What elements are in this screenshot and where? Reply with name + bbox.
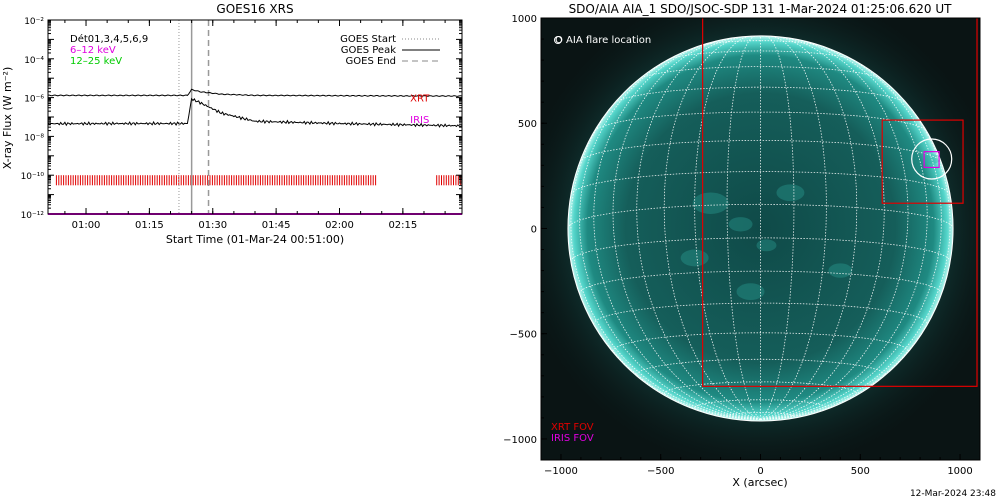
flare-legend-text: O AIA flare location [555, 35, 651, 46]
flare-location-marker [911, 138, 953, 180]
legend-left-entry: 6–12 keV [70, 45, 116, 56]
fov-label: IRIS FOV [551, 433, 594, 444]
series-line-0 [48, 88, 463, 97]
legend-right-entry: GOES End [346, 56, 396, 67]
longitude-line [760, 38, 909, 420]
y-tick-label: 0 [531, 224, 537, 235]
x-tick-label: 01:15 [135, 220, 164, 231]
legend-left-entry: Dét01,3,4,5,6,9 [70, 33, 148, 45]
latitude-line [667, 50, 854, 61]
latitude-line [637, 66, 884, 81]
fov-box-0 [702, 18, 978, 387]
y-tick-label: 10⁻⁶ [24, 95, 44, 105]
y-tick-label: 500 [518, 119, 537, 130]
latitude-line [698, 40, 823, 47]
goes-xrs-chart: GOES16 XRS XRT IRIS 10⁻¹² 10⁻¹⁰ 10⁻⁸ 10⁻⁶ 10⁻… [1, 2, 463, 246]
left-chart-xlabel: Start Time (01-Mar-24 00:51:00) [166, 233, 344, 246]
legend-right-entry: GOES Peak [341, 45, 396, 56]
latitude-line [614, 86, 907, 104]
left-chart-title: GOES16 XRS [216, 2, 293, 16]
x-tick-label: 500 [851, 466, 870, 477]
x-tick-label: 02:15 [388, 220, 417, 231]
x-tick-label: 1000 [947, 466, 972, 477]
right-chart-xlabel: X (arcsec) [732, 476, 787, 489]
x-tick-label: −500 [647, 466, 674, 477]
longitude-line [760, 77, 951, 420]
latitude-line [579, 270, 942, 294]
fov-box-2 [923, 151, 940, 169]
active-region-blob [828, 263, 853, 278]
active-region-blob [924, 154, 941, 164]
longitude-line [726, 35, 761, 420]
y-tick-label: 10⁻¹² [21, 211, 45, 221]
x-tick-label: 01:00 [72, 220, 101, 231]
longitude-line [612, 38, 761, 420]
x-tick-label: 0 [757, 466, 763, 477]
left-chart-ylabel: X-ray Flux (W m⁻²) [1, 67, 14, 169]
x-tick-label: 01:30 [198, 220, 227, 231]
limb-outline [567, 35, 954, 422]
flare-legend-symbol [554, 36, 562, 44]
x-tick-label: 01:45 [262, 220, 291, 231]
xrt-observation-bars-1 [436, 175, 462, 186]
longitude-line [760, 35, 795, 420]
active-region-blob [692, 192, 729, 214]
active-region-blob [680, 249, 709, 267]
aia-image-panel: SDO/AIA AIA_1 SDO/JSOC-SDP 131 1-Mar-202… [503, 2, 981, 489]
solar-disk [567, 35, 954, 422]
longitude-line [760, 37, 885, 420]
y-tick-label: 10⁻¹⁰ [21, 172, 45, 182]
y-tick-label: 10⁻² [24, 17, 44, 27]
legend-right-entry: GOES Start [340, 34, 396, 45]
longitude-line [636, 37, 761, 420]
latitude-line [694, 399, 827, 409]
longitude-line [694, 35, 761, 420]
x-tick-label: −1000 [544, 466, 578, 477]
longitude-line [593, 40, 761, 420]
xrt-observation-bars-0 [55, 175, 377, 186]
annotation-xrt: XRT [410, 94, 430, 105]
latitude-line [570, 171, 951, 195]
y-tick-label: −500 [510, 330, 537, 341]
series-line-1 [47, 97, 463, 128]
longitude-line [760, 40, 928, 420]
longitude-line [760, 228, 954, 420]
active-region-blob [728, 217, 753, 232]
active-region-blob [736, 283, 765, 300]
longitude-line [579, 46, 761, 420]
active-region-blob [756, 239, 777, 252]
legend-left-entry: 12–25 keV [70, 56, 122, 67]
y-tick-label: 10⁻⁴ [24, 56, 44, 66]
longitude-line [760, 46, 942, 420]
longitude-line [567, 228, 761, 420]
heliographic-grid [567, 35, 954, 420]
active-region-blob [776, 184, 805, 202]
x-tick-label: 02:00 [325, 220, 354, 231]
y-tick-label: 10⁻⁸ [24, 133, 44, 143]
y-tick-label: −1000 [503, 435, 537, 446]
right-chart-title: SDO/AIA AIA_1 SDO/JSOC-SDP 131 1-Mar-202… [569, 2, 953, 16]
annotation-iris: IRIS [410, 115, 429, 126]
footer-timestamp: 12-Mar-2024 23:48 [910, 489, 996, 499]
longitude-line [570, 77, 761, 420]
longitude-line [760, 35, 827, 420]
fov-label: XRT FOV [551, 422, 594, 433]
y-tick-label: 1000 [512, 14, 537, 25]
fov-box-1 [881, 119, 964, 204]
